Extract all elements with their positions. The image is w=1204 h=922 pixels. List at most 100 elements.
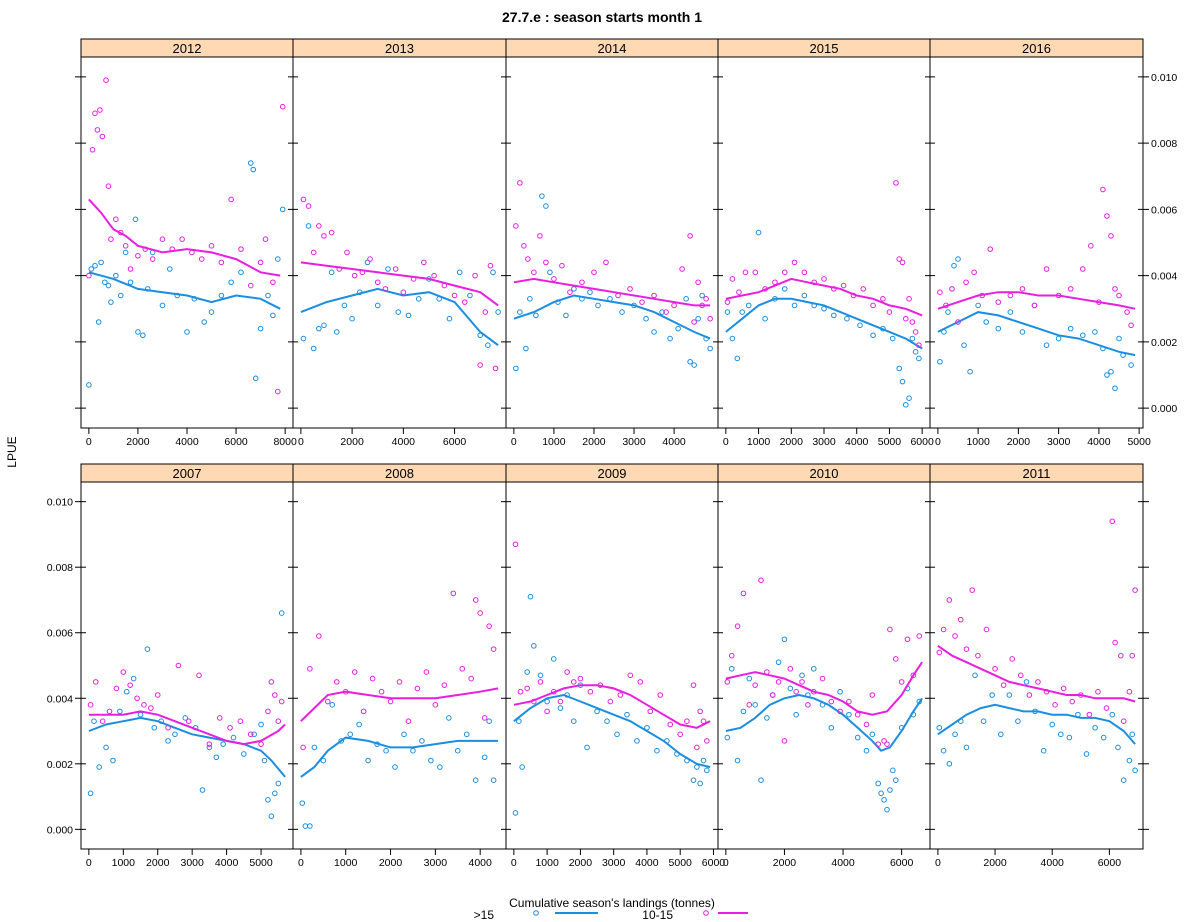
point-2007-10-15 <box>237 718 244 725</box>
point-2012-over15 <box>102 279 108 286</box>
point-2007-10-15 <box>175 662 182 669</box>
x-tick-label-2015-0: 0 <box>723 436 729 448</box>
point-2007-10-15 <box>275 718 282 725</box>
point-2009-over15 <box>700 757 707 764</box>
point-2007-over15 <box>230 734 237 741</box>
point-2015-10-15 <box>893 180 899 186</box>
point-2015-over15 <box>844 315 850 322</box>
point-2007-over15 <box>278 610 285 616</box>
point-2010-over15 <box>878 790 884 797</box>
point-2015-over15 <box>755 229 762 236</box>
panel-2014: 2014 0 1000 2000 3000 4000 <box>505 38 719 448</box>
point-2013-10-15 <box>392 266 399 272</box>
smooth-line-2012-over15 <box>88 271 281 310</box>
point-2016-over15 <box>1067 325 1074 332</box>
point-2010-10-15 <box>752 682 758 688</box>
point-2007-over15 <box>206 744 213 751</box>
x-tick-label-2007-0: 0 <box>86 857 92 869</box>
point-2007-10-15 <box>106 708 113 715</box>
point-2011-10-15 <box>957 616 964 623</box>
point-2014-over15 <box>619 309 625 315</box>
point-2014-over15 <box>517 309 523 315</box>
point-2007-over15 <box>213 754 220 761</box>
point-2012-10-15 <box>262 236 269 242</box>
y-tick-label-left: 0.004 <box>47 693 73 705</box>
point-2009-over15 <box>614 731 620 738</box>
point-2011-over15 <box>1006 692 1013 698</box>
point-2010-10-15 <box>740 590 747 597</box>
point-2010-over15 <box>854 734 861 741</box>
point-2010-over15 <box>740 708 747 715</box>
point-2016-10-15 <box>1079 266 1086 272</box>
x-tick-label-2008-2000: 2000 <box>379 857 403 869</box>
point-2015-10-15 <box>902 315 909 322</box>
point-2012-10-15 <box>103 77 109 83</box>
point-2011-10-15 <box>1095 688 1101 695</box>
point-2012-10-15 <box>257 259 264 266</box>
point-2008-10-15 <box>324 698 331 705</box>
point-2014-10-15 <box>603 259 609 266</box>
point-2007-over15 <box>144 646 151 652</box>
point-2013-10-15 <box>382 286 389 292</box>
point-2007-over15 <box>96 764 102 770</box>
point-2009-over15 <box>550 656 557 662</box>
x-tick-label-2014-1000: 1000 <box>542 436 566 448</box>
point-2008-over15 <box>463 731 470 738</box>
point-2014-over15 <box>543 203 549 209</box>
x-tick-label-2015-2000: 2000 <box>780 436 804 448</box>
point-2007-10-15 <box>113 685 120 692</box>
y-tick-label-right: 0.000 <box>1151 403 1177 415</box>
point-2008-10-15 <box>307 665 313 672</box>
point-2009-over15 <box>524 669 530 675</box>
smooth-line-2014-over15 <box>513 294 711 340</box>
point-2016-over15 <box>1007 309 1014 315</box>
point-2011-over15 <box>1015 718 1021 725</box>
point-2015-10-15 <box>729 276 736 282</box>
y-tick-label-right: 0.004 <box>1151 271 1177 283</box>
point-2007-over15 <box>265 797 271 803</box>
point-2008-10-15 <box>414 685 421 692</box>
point-2012-10-15 <box>149 256 156 262</box>
point-2014-over15 <box>683 296 689 302</box>
point-2013-over15 <box>341 302 348 309</box>
point-2007-10-15 <box>268 679 275 685</box>
point-2014-over15 <box>527 296 533 302</box>
point-2011-10-15 <box>1060 685 1067 692</box>
point-2014-10-15 <box>627 286 633 292</box>
point-2011-over15 <box>1040 747 1047 754</box>
point-2011-over15 <box>946 761 953 767</box>
point-2014-10-15 <box>695 279 701 286</box>
x-tick-label-2011-6000: 6000 <box>1098 857 1122 869</box>
point-2010-10-15 <box>904 636 911 643</box>
point-2008-10-15 <box>486 623 492 629</box>
point-2009-over15 <box>512 810 519 816</box>
point-2010-10-15 <box>799 679 805 685</box>
point-2013-over15 <box>374 302 381 309</box>
point-2014-10-15 <box>531 269 537 276</box>
panel-2012: 2012 0 2000 4000 6000 8000 <box>80 38 297 448</box>
point-2014-over15 <box>533 312 539 319</box>
point-2011-10-15 <box>1052 702 1058 708</box>
point-2014-over15 <box>523 345 529 352</box>
point-2015-over15 <box>781 286 788 292</box>
panel-frame-2011 <box>929 481 1144 850</box>
point-2011-over15 <box>940 747 947 754</box>
point-2012-10-15 <box>279 103 286 110</box>
point-2009-10-15 <box>704 738 710 744</box>
point-2010-10-15 <box>869 692 876 698</box>
strip-label-2007: 2007 <box>173 466 202 481</box>
point-2007-over15 <box>261 757 268 764</box>
x-tick-label-2015-3000: 3000 <box>812 436 836 448</box>
point-2013-10-15 <box>344 249 350 256</box>
point-2012-10-15 <box>86 272 92 279</box>
point-2011-10-15 <box>946 597 953 603</box>
point-2008-10-15 <box>360 708 367 715</box>
x-tick-label-2009-0: 0 <box>511 857 517 869</box>
x-tick-label-2007-5000: 5000 <box>249 857 273 869</box>
point-2009-over15 <box>654 747 660 754</box>
point-2007-over15 <box>123 688 130 695</box>
point-2007-over15 <box>151 724 158 731</box>
point-2011-over15 <box>1066 734 1073 741</box>
point-2008-10-15 <box>396 679 403 685</box>
x-tick-label-2013-2000: 2000 <box>340 436 364 448</box>
